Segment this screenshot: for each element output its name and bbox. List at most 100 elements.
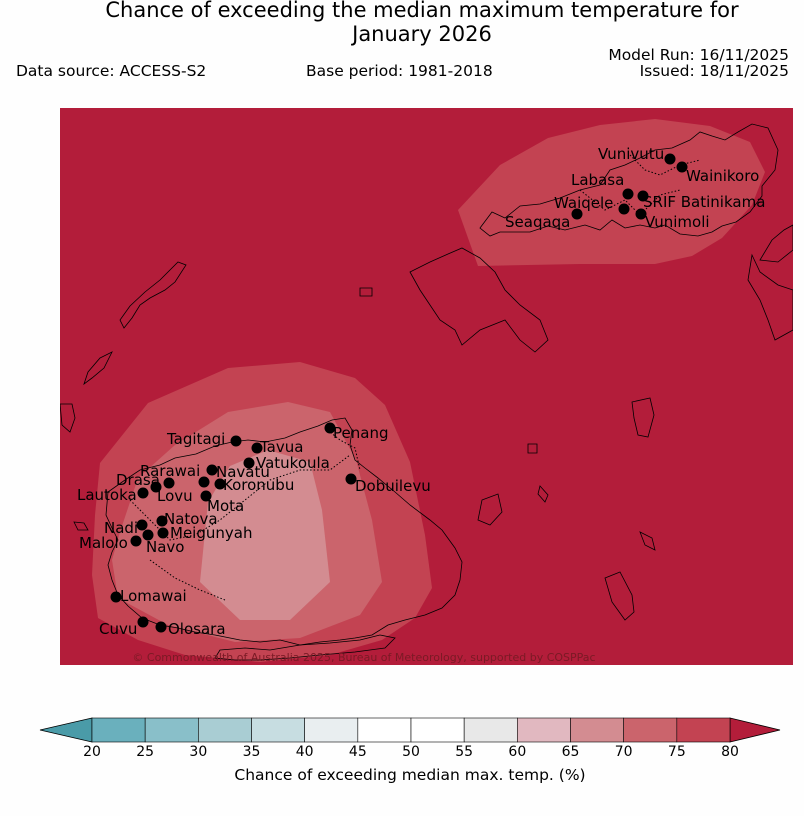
colorbar-bins xyxy=(91,717,731,743)
colorbar-tick-60: 60 xyxy=(508,744,527,760)
place-marker-olosara xyxy=(155,621,167,633)
place-marker-srif-batinikama xyxy=(637,190,649,202)
place-label-vunivutu: Vunivutu xyxy=(598,145,664,163)
coast-yasawa xyxy=(83,261,187,386)
coast-north-reef xyxy=(409,247,549,353)
place-label-cuvu: Cuvu xyxy=(99,620,137,638)
place-marker-lovu xyxy=(163,477,175,489)
place-label-vatukoula: Vatukoula xyxy=(256,454,330,472)
place-label-tavua: Tavua xyxy=(259,438,303,456)
coast-east-reef xyxy=(747,253,793,341)
coast-island-e xyxy=(537,485,549,503)
colorbar-tick-25: 25 xyxy=(136,744,155,760)
place-marker-penang xyxy=(324,422,336,434)
copyright-text: © Commonwealth of Australia 2025, Bureau… xyxy=(132,651,595,664)
place-marker-waiqele xyxy=(618,203,630,215)
place-marker-tagitagi xyxy=(230,435,242,447)
coast-island-f xyxy=(527,443,538,454)
contour-75-80-north xyxy=(458,119,765,266)
place-markers: Vunivutu Wainikoro Labasa Waiqele SRIF Batin… xyxy=(77,145,765,638)
place-marker-mota xyxy=(200,490,212,502)
place-marker-vunimoli xyxy=(635,208,647,220)
place-marker-labasa xyxy=(622,188,634,200)
title-line-1: Chance of exceeding the median maximum t… xyxy=(105,0,739,22)
colorbar-tick-65: 65 xyxy=(561,744,580,760)
colorbar-bin-60-65 xyxy=(517,717,571,743)
colorbar-tick-45: 45 xyxy=(348,744,367,760)
colorbar-bin-65-70 xyxy=(570,717,624,743)
coast-viti-levu xyxy=(105,417,463,646)
colorbar-bin-20-25 xyxy=(91,717,146,743)
colorbar-bin-50-55 xyxy=(410,717,465,743)
colorbar-tick-80: 80 xyxy=(721,744,739,760)
place-label-lautoka: Lautoka xyxy=(77,486,137,504)
place-label-malolo: Malolo xyxy=(79,534,128,552)
coast-island-g xyxy=(639,531,656,551)
place-label-dobuilevu: Dobuilevu xyxy=(355,477,431,495)
place-label-mota: Mota xyxy=(207,497,244,515)
probability-contours xyxy=(92,119,765,662)
place-label-tagitagi: Tagitagi xyxy=(166,430,225,448)
place-label-lomawai: Lomawai xyxy=(120,587,187,605)
place-label-lovu: Lovu xyxy=(157,487,193,505)
place-marker-seaqaqa xyxy=(571,208,583,220)
place-label-penang: Penang xyxy=(333,424,388,442)
contour-65-70 xyxy=(200,450,330,620)
base-period-label: Base period: 1981-2018 xyxy=(306,62,493,80)
colorbar-tick-35: 35 xyxy=(242,744,261,760)
place-label-nadi: Nadi xyxy=(104,519,138,537)
colorbar-over-arrow xyxy=(729,717,781,743)
colorbar xyxy=(39,717,781,743)
colorbar-tick-55: 55 xyxy=(455,744,474,760)
place-label-srif-batinikama: SRIF Batinikama xyxy=(643,193,765,211)
place-marker-dobuilevu xyxy=(345,473,357,485)
coast-sw-islet xyxy=(73,521,89,531)
place-marker-navo xyxy=(142,529,154,541)
coastlines xyxy=(60,123,793,661)
place-label-meigunyah: Meigunyah xyxy=(170,524,252,542)
place-label-navo: Navo xyxy=(146,538,184,556)
place-label-wainikoro: Wainikoro xyxy=(686,167,759,185)
place-label-olosara: Olosara xyxy=(168,620,226,638)
colorbar-tick-70: 70 xyxy=(614,744,633,760)
colorbar-bin-45-50 xyxy=(357,717,412,743)
place-label-vunimoli: Vunimoli xyxy=(645,213,710,231)
colorbar-under-arrow xyxy=(39,717,93,743)
coast-taveuni xyxy=(759,224,793,263)
page-title: Chance of exceeding the median maximum t… xyxy=(0,0,804,46)
coast-island-a xyxy=(359,287,373,297)
place-label-navatu: Navatu xyxy=(216,463,270,481)
colorbar-bin-55-60 xyxy=(463,717,518,743)
place-marker-lautoka xyxy=(137,487,149,499)
colorbar-tick-30: 30 xyxy=(189,744,208,760)
coast-vanua-levu xyxy=(479,123,779,237)
place-label-seaqaqa: Seaqaqa xyxy=(505,213,570,231)
place-label-natova: Natova xyxy=(164,510,218,528)
colorbar-title: Chance of exceeding median max. temp. (%… xyxy=(234,766,586,784)
coast-island-b xyxy=(631,397,655,438)
place-marker-malolo xyxy=(130,535,142,547)
colorbar-bin-75-80 xyxy=(676,717,731,743)
colorbar-tick-50: 50 xyxy=(402,744,420,760)
coast-island-c xyxy=(477,493,503,526)
colorbar-bin-30-35 xyxy=(198,717,252,743)
place-marker-meigunyah xyxy=(157,527,169,539)
place-label-labasa: Labasa xyxy=(571,171,624,189)
place-marker-wainikoro xyxy=(676,161,688,173)
coast-island-d xyxy=(604,571,635,621)
colorbar-bin-70-75 xyxy=(623,717,678,743)
colorbar-tick-20: 20 xyxy=(83,744,101,760)
place-marker-navatu xyxy=(198,476,210,488)
place-marker-lomawai xyxy=(110,591,122,603)
place-marker-drasa xyxy=(150,481,162,493)
place-marker-vunivutu xyxy=(664,153,676,165)
place-marker-tavua xyxy=(251,442,263,454)
place-label-drasa: Drasa xyxy=(116,471,160,489)
place-marker-vatukoula xyxy=(243,457,255,469)
place-marker-nadi xyxy=(136,519,148,531)
place-marker-cuvu xyxy=(137,616,149,628)
place-label-rarawai: Rarawai xyxy=(140,462,200,480)
title-line-2: January 2026 xyxy=(352,22,492,46)
model-run-label: Model Run: 16/11/2025 xyxy=(608,46,789,64)
colorbar-tick-40: 40 xyxy=(295,744,314,760)
